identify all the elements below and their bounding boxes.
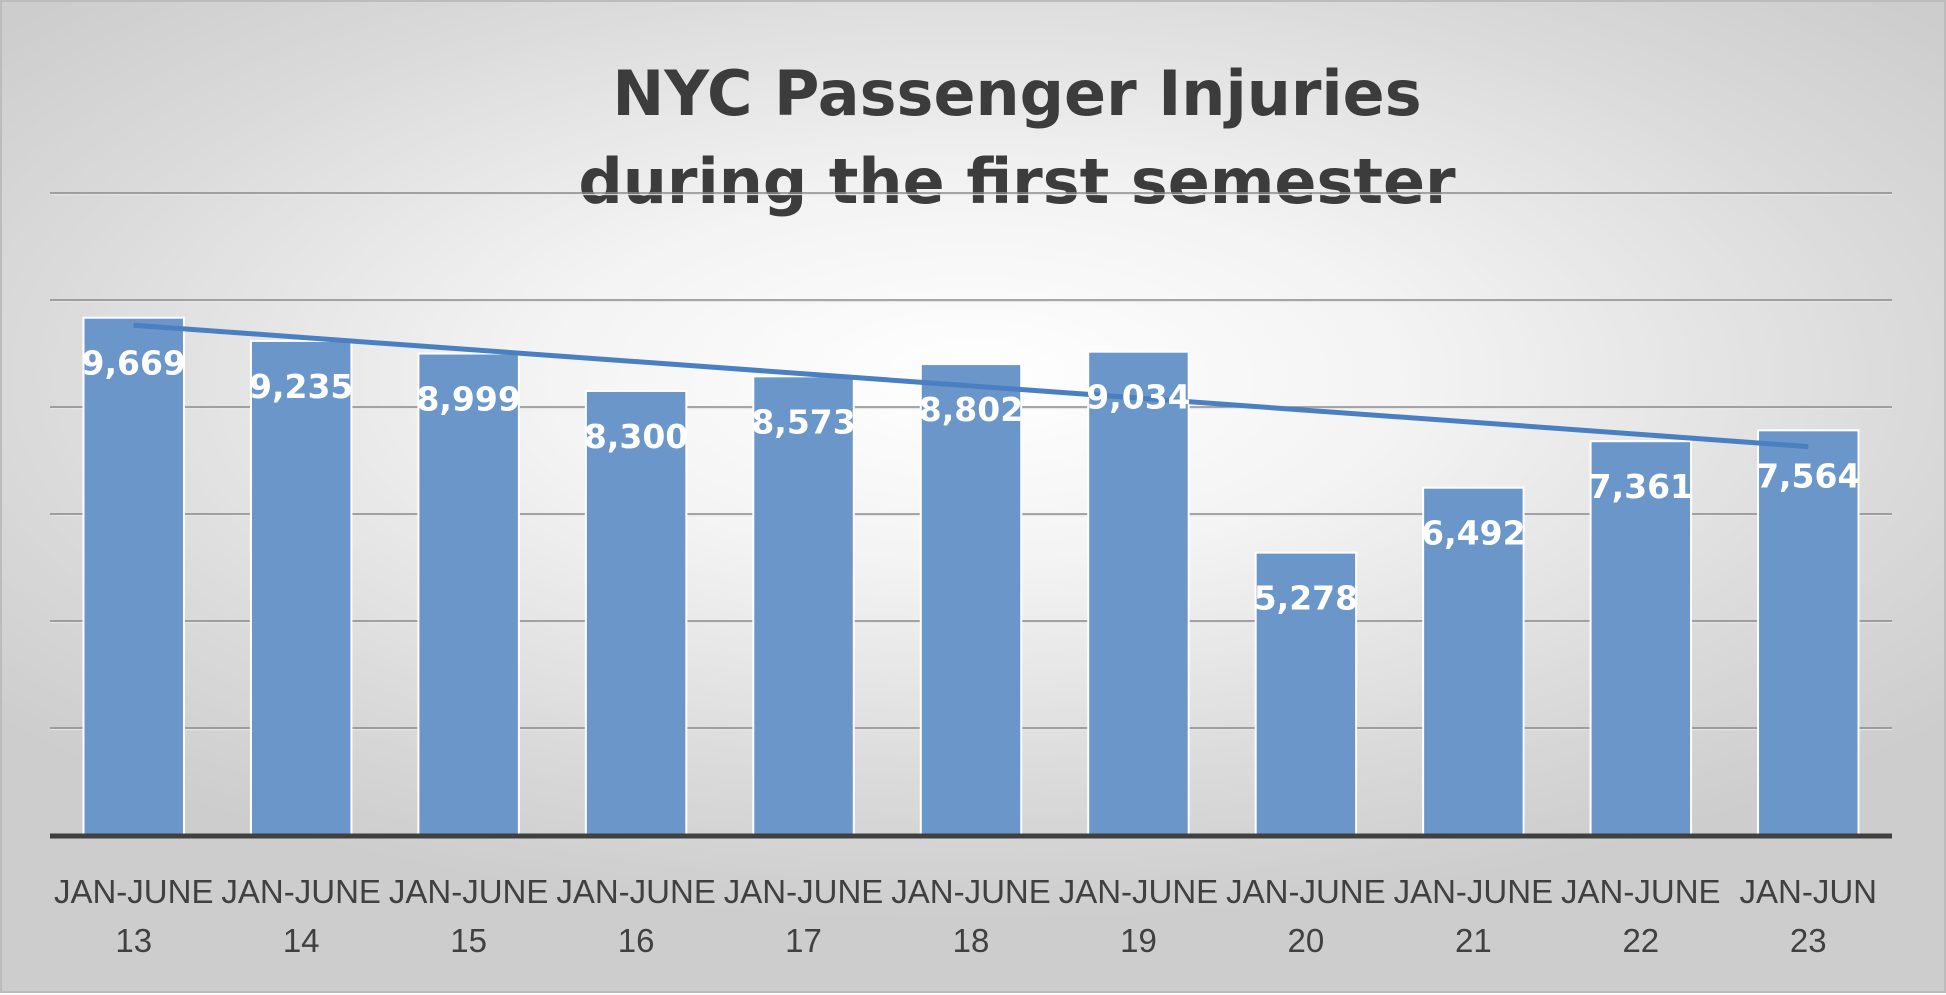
bar <box>1087 350 1190 836</box>
x-tick-label: JAN-JUNE <box>389 873 549 910</box>
data-label: 9,034 <box>1086 378 1190 417</box>
x-tick-label: 15 <box>450 922 487 959</box>
x-tick-label: 22 <box>1622 922 1659 959</box>
x-tick-label: JAN-JUNE <box>891 873 1051 910</box>
data-label: 6,492 <box>1421 514 1525 553</box>
data-label: 8,802 <box>919 390 1023 429</box>
data-label: 8,999 <box>416 380 520 419</box>
data-label: 9,669 <box>82 344 186 383</box>
trendline <box>133 322 1809 450</box>
x-tick-label: 13 <box>115 922 152 959</box>
bar <box>919 363 1023 836</box>
x-tick-label: 17 <box>785 922 822 959</box>
x-tick-label: JAN-JUNE <box>1394 873 1554 910</box>
data-label: 8,573 <box>751 402 855 441</box>
x-tick-label: JAN-JUNE <box>724 873 884 910</box>
bar <box>584 389 688 836</box>
x-tick-label: 21 <box>1455 922 1492 959</box>
data-label: 7,564 <box>1756 456 1860 495</box>
bar <box>249 339 353 836</box>
x-tick-label: 18 <box>953 922 990 959</box>
chart-title: NYC Passenger Injuries during the first … <box>2 50 1946 226</box>
x-tick-label: JAN-JUNE <box>54 873 214 910</box>
data-label: 5,278 <box>1254 579 1358 618</box>
data-label: 7,361 <box>1589 467 1693 506</box>
bar <box>1589 440 1693 836</box>
x-tick-label: JAN-JUNE <box>1059 873 1219 910</box>
x-tick-label: JAN-JUNE <box>1226 873 1386 910</box>
bar <box>1422 486 1525 836</box>
data-label: 9,235 <box>249 367 353 406</box>
x-tick-label: 16 <box>618 922 655 959</box>
bar <box>417 352 520 836</box>
x-tick-label: 14 <box>283 922 320 959</box>
x-tick-label: JAN-JUN <box>1740 873 1878 910</box>
x-tick-label: JAN-JUNE <box>556 873 716 910</box>
x-tick-label: JAN-JUNE <box>221 873 381 910</box>
chart-title-line-2: during the first semester <box>578 145 1456 218</box>
x-tick-label: JAN-JUNE <box>1561 873 1721 910</box>
bar <box>1254 551 1358 836</box>
bar <box>1757 429 1860 836</box>
x-tick-label: 20 <box>1288 922 1325 959</box>
bar <box>82 316 185 836</box>
data-label: 8,300 <box>584 417 688 456</box>
bar <box>752 375 855 836</box>
chart-title-line-1: NYC Passenger Injuries <box>612 57 1422 130</box>
x-tick-label: 23 <box>1790 922 1827 959</box>
x-tick-label: 19 <box>1120 922 1157 959</box>
